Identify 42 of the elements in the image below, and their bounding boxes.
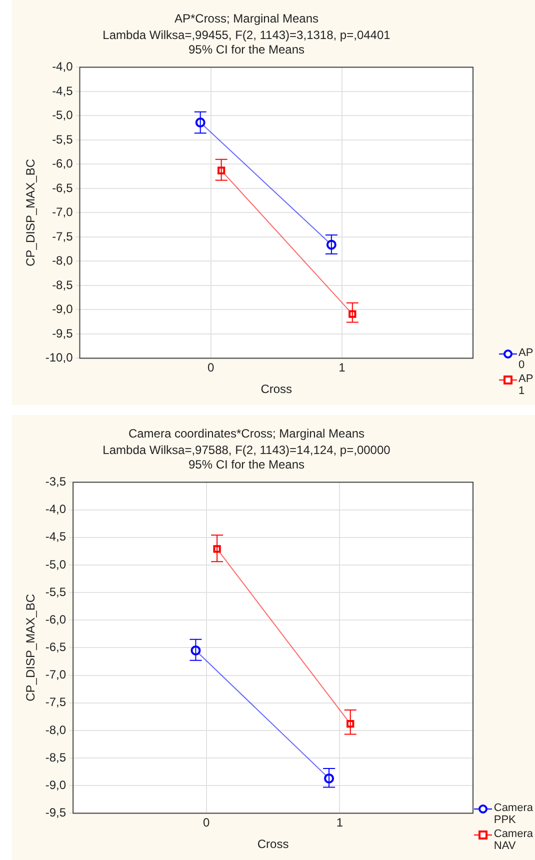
y-tick-label: -8,0 (52, 254, 74, 268)
y-tick-label: -7,0 (45, 668, 66, 682)
y-tick-label: -5,5 (52, 132, 74, 146)
x-axis-title: Cross (260, 382, 292, 396)
y-tick-label: -8,5 (52, 278, 74, 292)
chart-subtitle: Lambda Wilksa=,99455, F(2, 1143)=3,1318, p=,04401 95% CI for the Means (102, 28, 391, 56)
y-tick-label: -3,5 (45, 474, 66, 489)
y-tick-label: -8,5 (45, 750, 66, 764)
x-tick-label: 0 (203, 816, 210, 830)
x-axis-title: Cross (257, 837, 289, 852)
y-axis-title: CP_DISP_MAX_BC (24, 594, 38, 702)
y-axis-title: CP_DISP_MAX_BC (24, 158, 38, 266)
y-tick-label: -4,5 (45, 530, 66, 544)
chart-title: Camera coordinates*Cross; Marginal Means (128, 426, 365, 441)
legend-label: Camera PPK (494, 802, 533, 826)
y-tick-label: -5,0 (45, 557, 66, 572)
y-tick-label: -4,5 (52, 84, 74, 98)
y-tick-label: -7,0 (52, 205, 74, 220)
legend-label: AP 0 (518, 347, 533, 371)
y-tick-label: -5,0 (52, 108, 74, 122)
chart-subtitle: Lambda Wilksa=,97588, F(2, 1143)=14,124, p=,00000 95% CI for the Means (102, 442, 391, 472)
y-tick-label: -9,5 (45, 806, 66, 820)
y-tick-label: -6,5 (52, 180, 74, 195)
y-tick-label: -9,0 (52, 302, 74, 316)
legend-label: Camera NAV (494, 828, 533, 852)
x-tick-label: 1 (336, 816, 344, 830)
y-tick-label: -4,0 (45, 502, 66, 516)
y-tick-label: -10,0 (45, 350, 74, 365)
y-tick-label: -8,0 (45, 722, 66, 737)
x-tick-label: 0 (207, 360, 214, 375)
legend-label: AP 1 (518, 373, 533, 397)
x-tick-label: 1 (338, 360, 346, 375)
y-tick-label: -6,0 (45, 612, 66, 626)
y-tick-label: -9,0 (45, 778, 66, 792)
y-tick-label: -9,5 (52, 326, 74, 340)
y-tick-label: -7,5 (52, 229, 74, 244)
chart-title: AP*Cross; Marginal Means (174, 12, 319, 26)
y-tick-label: -5,5 (45, 584, 66, 599)
y-tick-label: -4,0 (52, 60, 74, 74)
y-tick-label: -6,5 (45, 640, 66, 654)
y-tick-label: -7,5 (45, 695, 66, 710)
y-tick-label: -6,0 (52, 156, 74, 171)
